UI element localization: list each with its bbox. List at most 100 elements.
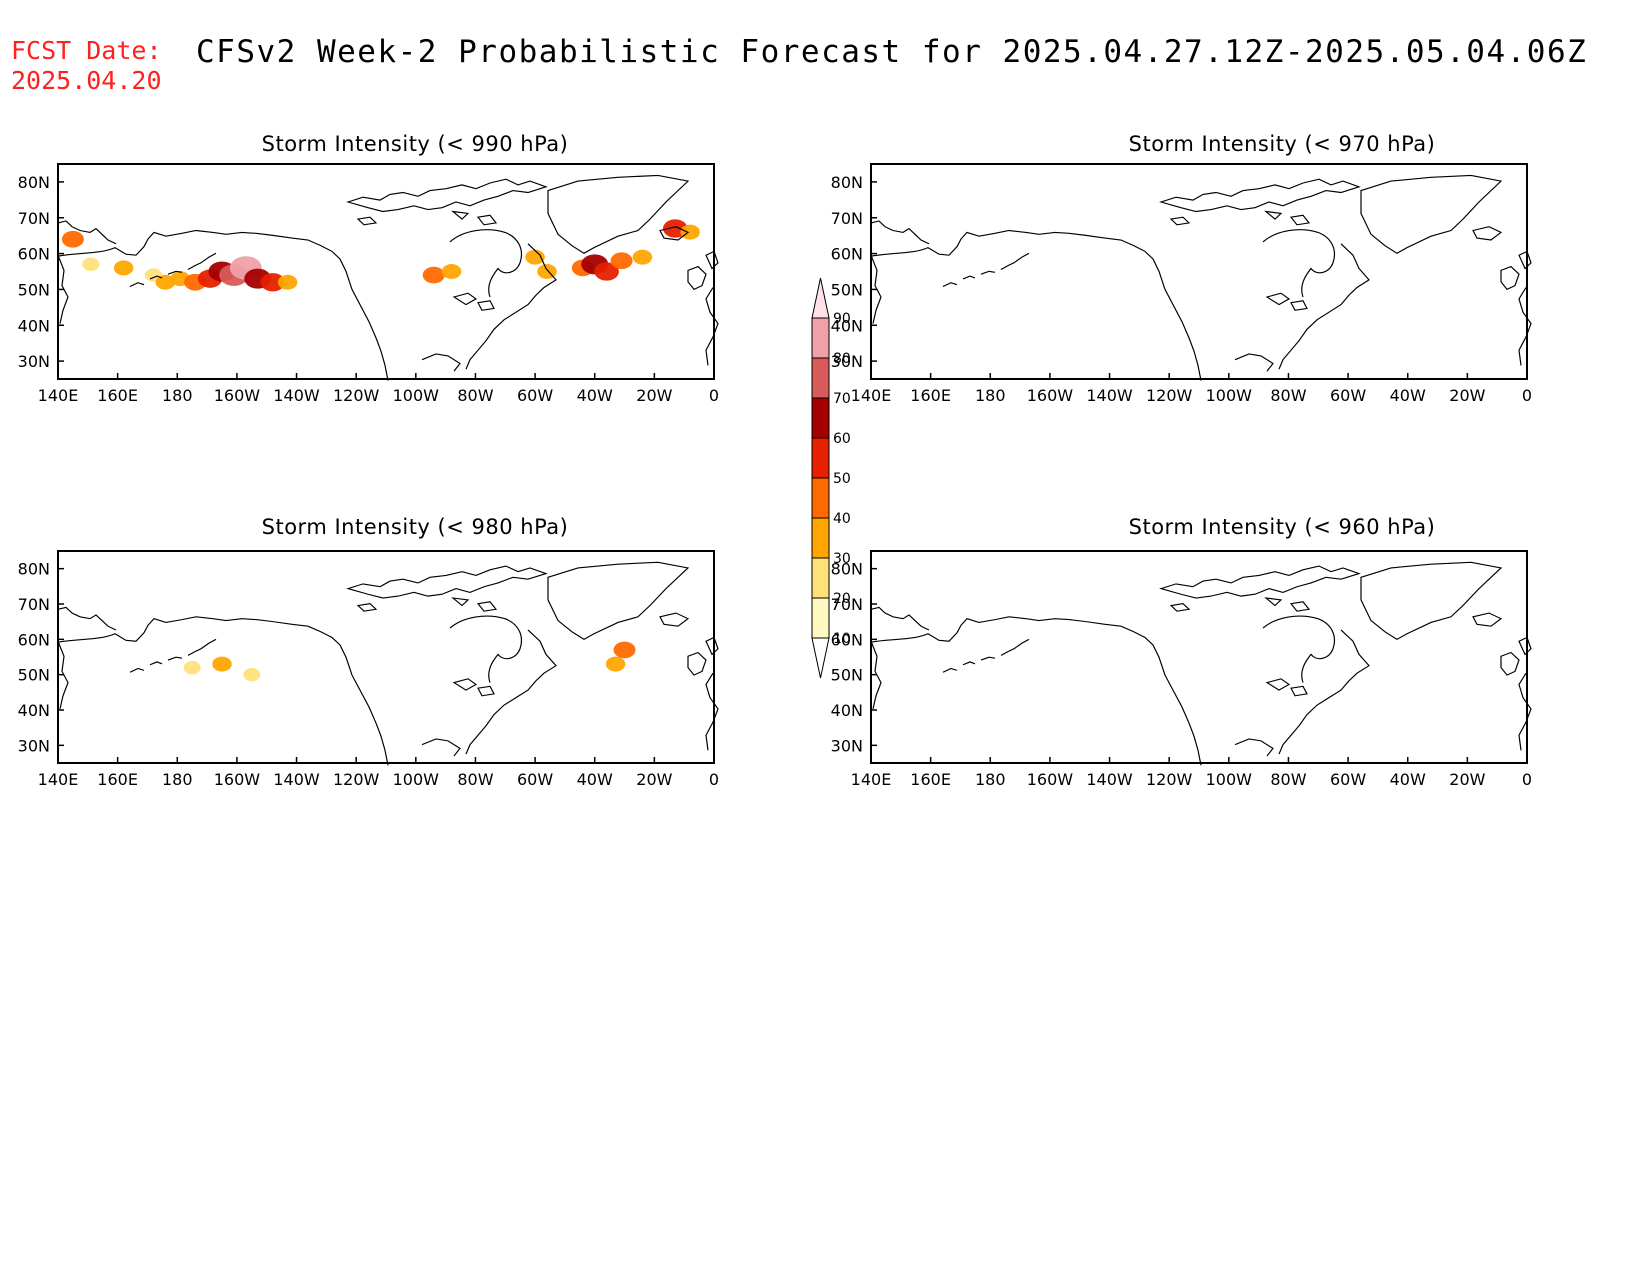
lat-tick-label: 60N <box>831 630 863 649</box>
probability-cell <box>243 668 261 682</box>
lon-tick-label: 40W <box>1390 386 1426 405</box>
fcst-date-value: 2025.04.20 <box>11 66 162 95</box>
lon-tick-label: 160E <box>97 770 138 789</box>
axis-ticks-960: 140E 160E 180 160W 140W 120W 100W 80W 60W 40W 20W 0… <box>831 560 1532 789</box>
probability-cell <box>155 274 176 290</box>
colorbar-segment <box>811 357 830 399</box>
probability-cell <box>610 252 633 270</box>
colorbar-segment <box>811 437 830 479</box>
colorbar-label: 50 <box>833 471 851 487</box>
colorbar-segment <box>811 557 830 599</box>
map-frame <box>870 163 1528 380</box>
colorbar-label: 30 <box>833 551 851 567</box>
lat-tick-label: 60N <box>831 245 863 264</box>
probability-cell <box>594 262 619 281</box>
probability-cell <box>632 249 653 265</box>
colorbar-label: 80 <box>833 351 851 367</box>
axis-ticks-980: 140E 160E 180 160W 140W 120W 100W 80W 60W 40W 20W 0… <box>18 560 719 789</box>
probability-cell <box>605 656 626 672</box>
panel-title-980: Storm Intensity (< 980 hPa) <box>261 515 569 539</box>
probability-field-980 <box>183 641 636 682</box>
colorbar-segment <box>811 397 830 439</box>
lat-tick-label: 30N <box>831 736 863 755</box>
lon-tick-label: 140W <box>273 386 320 405</box>
axis-ticks-990: 140E 160E 180 160W 140W 120W 100W 80W 60W 40W 20W 0… <box>18 173 719 405</box>
panel-title-960: Storm Intensity (< 960 hPa) <box>1128 515 1436 539</box>
colorbar-label: 10 <box>833 631 851 647</box>
lon-tick-label: 160E <box>910 386 951 405</box>
map-frame <box>870 550 1528 764</box>
lat-tick-label: 50N <box>18 280 50 299</box>
lat-tick-label: 40N <box>831 701 863 720</box>
lon-tick-label: 20W <box>1449 386 1485 405</box>
probability-cell <box>260 273 285 292</box>
lon-tick-label: 40W <box>577 386 613 405</box>
colorbar-label: 40 <box>833 511 851 527</box>
lon-tick-label: 140W <box>1086 770 1133 789</box>
map-panel-970: 140E 160E 180 160W 140W 120W 100W 80W 60W 40W 20W 0… <box>831 163 1532 405</box>
lon-tick-label: 40W <box>1390 770 1426 789</box>
lon-tick-label: 180 <box>162 386 193 405</box>
probability-cell <box>422 266 445 284</box>
lon-tick-label: 0 <box>1522 770 1532 789</box>
map-panel-960: 140E 160E 180 160W 140W 120W 100W 80W 60W 40W 20W 0… <box>831 550 1532 789</box>
probability-cell <box>613 641 636 659</box>
probability-cell <box>212 656 232 672</box>
colorbar-segment <box>811 317 830 359</box>
lon-tick-label: 60W <box>517 386 553 405</box>
lat-tick-label: 40N <box>18 701 50 720</box>
colorbar-label: 70 <box>833 391 851 407</box>
lon-tick-label: 140E <box>851 386 892 405</box>
lon-tick-label: 100W <box>1206 386 1253 405</box>
probability-cell <box>183 660 201 675</box>
map-panel-980: 140E 160E 180 160W 140W 120W 100W 80W 60W 40W 20W 0… <box>18 550 719 789</box>
fcst-label-text: FCST Date: <box>11 36 162 65</box>
lon-tick-label: 180 <box>975 770 1006 789</box>
probability-cell <box>441 264 462 279</box>
lon-tick-label: 160W <box>1027 386 1074 405</box>
lat-tick-label: 70N <box>831 595 863 614</box>
probability-cell <box>113 260 134 276</box>
lon-tick-label: 160W <box>214 386 261 405</box>
lat-tick-label: 50N <box>831 280 863 299</box>
lat-tick-label: 70N <box>831 209 863 228</box>
lon-tick-label: 80W <box>457 770 493 789</box>
colorbar: 90 80 70 60 50 40 30 20 10 <box>811 277 851 679</box>
lon-tick-label: 160E <box>97 386 138 405</box>
lat-tick-label: 80N <box>18 173 50 192</box>
lon-tick-label: 160W <box>1027 770 1074 789</box>
probability-cell <box>525 249 545 265</box>
main-title: CFSv2 Week-2 Probabilistic Forecast for … <box>196 34 1588 70</box>
lon-tick-label: 120W <box>1146 386 1193 405</box>
colorbar-label: 20 <box>833 591 851 607</box>
lat-tick-label: 30N <box>18 736 50 755</box>
lon-tick-label: 140W <box>1086 386 1133 405</box>
lon-tick-label: 160W <box>214 770 261 789</box>
lon-tick-label: 100W <box>393 386 440 405</box>
lon-tick-label: 140W <box>273 770 320 789</box>
lon-tick-label: 80W <box>1270 386 1306 405</box>
lon-tick-label: 20W <box>636 770 672 789</box>
lat-tick-label: 60N <box>18 630 50 649</box>
panel-title-990: Storm Intensity (< 990 hPa) <box>261 132 569 156</box>
probability-field-990 <box>61 219 700 292</box>
lon-tick-label: 80W <box>1270 770 1306 789</box>
lat-tick-label: 60N <box>18 245 50 264</box>
lon-tick-label: 80W <box>457 386 493 405</box>
panel-title-970: Storm Intensity (< 970 hPa) <box>1128 132 1436 156</box>
lat-tick-label: 70N <box>18 595 50 614</box>
lon-tick-label: 180 <box>975 386 1006 405</box>
lat-tick-label: 80N <box>831 560 863 579</box>
probability-cell <box>82 257 100 272</box>
lon-tick-label: 20W <box>636 386 672 405</box>
lon-tick-label: 0 <box>709 770 719 789</box>
lon-tick-label: 120W <box>1146 770 1193 789</box>
lon-tick-label: 60W <box>517 770 553 789</box>
lat-tick-label: 80N <box>831 173 863 192</box>
lat-tick-label: 70N <box>18 209 50 228</box>
lon-tick-label: 60W <box>1330 770 1366 789</box>
lon-tick-label: 20W <box>1449 770 1485 789</box>
lon-tick-label: 140E <box>38 770 79 789</box>
lon-tick-label: 40W <box>577 770 613 789</box>
colorbar-segment <box>811 597 830 639</box>
